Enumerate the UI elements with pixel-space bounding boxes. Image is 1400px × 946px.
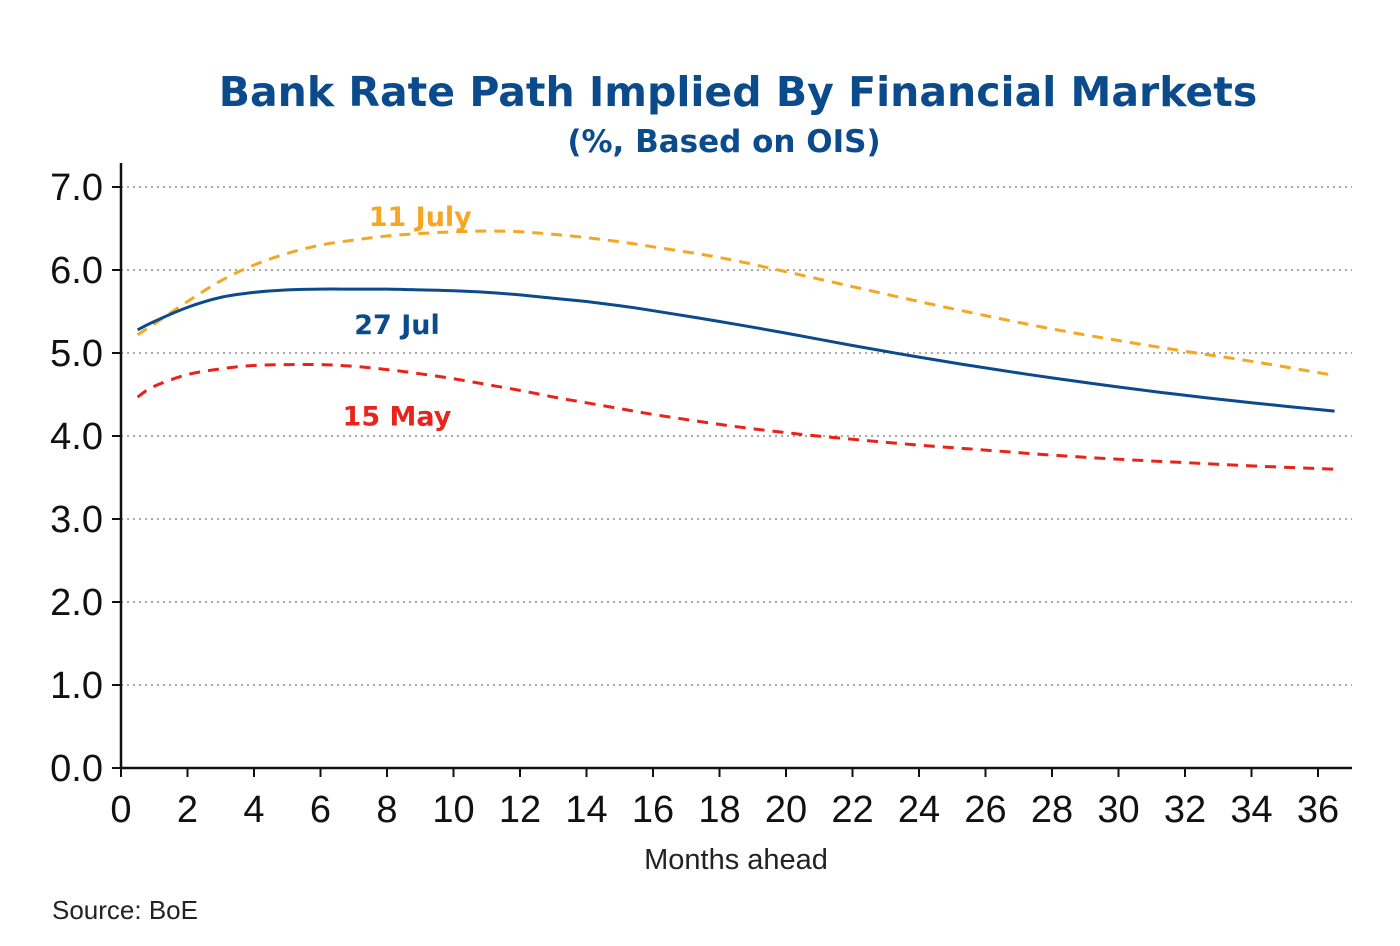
series-line-15-may [136,362,1335,471]
x-tick-label: 10 [432,789,474,831]
x-tick-label: 2 [177,789,198,831]
y-tick-label: 0.0 [50,748,103,790]
x-tick-label: 16 [632,789,674,831]
series-line-27-jul [136,287,1335,413]
y-tick-label: 3.0 [50,499,103,541]
y-tick-label: 5.0 [50,333,103,375]
x-tick-label: 34 [1230,789,1272,831]
x-tick-label: 22 [831,789,873,831]
series-line-11-july [136,229,1335,377]
y-tick-label: 1.0 [50,665,103,707]
x-tick-label: 14 [565,789,607,831]
series-labels: 11 July 27 Jul 15 May [343,202,473,432]
x-tick-label: 24 [898,789,940,831]
x-tick-label: 18 [698,789,740,831]
x-axis-ticks: 0 2 4 6 8 10 12 14 16 18 20 22 24 26 28 30 32 34 36 [110,768,1339,831]
x-tick-label: 0 [110,789,131,831]
series-label-11-july: 11 July [369,202,472,233]
y-tick-label: 6.0 [50,250,103,292]
series-label-27-jul: 27 Jul [354,310,440,341]
y-tick-label: 2.0 [50,582,103,624]
x-tick-label: 26 [964,789,1006,831]
y-tick-label: 7.0 [50,167,103,209]
chart-subtitle: (%, Based on OIS) [567,124,880,160]
y-axis-ticks: 0.0 1.0 2.0 3.0 4.0 5.0 6.0 7.0 [50,167,121,790]
series-lines [136,229,1335,471]
grid-lines [121,186,1352,686]
x-tick-label: 30 [1097,789,1139,831]
chart-title: Bank Rate Path Implied By Financial Mark… [219,68,1257,116]
x-tick-label: 32 [1164,789,1206,831]
x-tick-label: 20 [765,789,807,831]
x-tick-label: 28 [1031,789,1073,831]
series-label-15-may: 15 May [343,401,452,432]
source-note: Source: BoE [52,895,198,925]
y-tick-label: 4.0 [50,416,103,458]
x-tick-label: 12 [499,789,541,831]
x-axis-title: Months ahead [644,844,828,876]
x-tick-label: 6 [310,789,331,831]
x-tick-label: 36 [1297,789,1339,831]
x-tick-label: 4 [243,789,264,831]
x-tick-label: 8 [376,789,397,831]
